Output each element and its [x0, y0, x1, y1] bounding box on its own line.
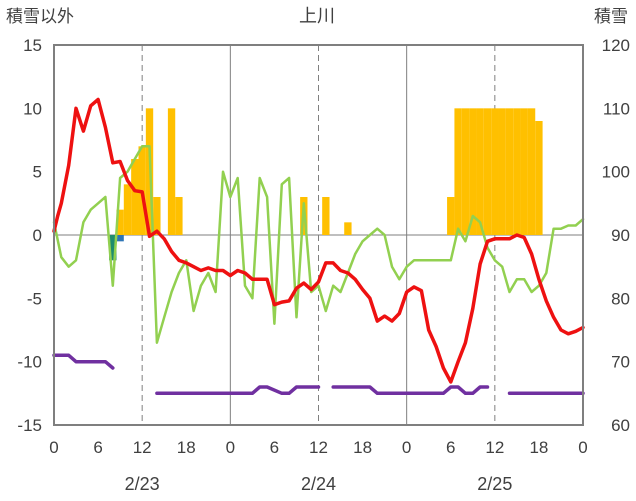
snowfall-bar	[505, 108, 514, 235]
right-axis-title: 積雪	[594, 7, 628, 26]
x-tick-label: 6	[446, 438, 455, 457]
snowfall-bar	[498, 108, 506, 235]
x-tick-label: 12	[133, 438, 152, 457]
snowfall-bar	[469, 108, 477, 235]
x-tick-label: 18	[353, 438, 372, 457]
x-axis-ticks: 0 6 12 18 0 6 12 18 0 6 12 18 0	[49, 438, 587, 457]
snowfall-bar	[520, 108, 528, 235]
snowfall-bar	[123, 184, 132, 235]
right-tick-label: 90	[611, 226, 630, 245]
snowfall-bar	[476, 108, 484, 235]
date-labels: 2/23 2/24 2/25	[125, 474, 513, 494]
snowfall-bar	[167, 108, 176, 235]
left-tick-label: 0	[33, 226, 42, 245]
snowfall-bar	[131, 159, 139, 235]
snowfall-bar	[527, 108, 536, 235]
snowfall-bar	[483, 108, 492, 235]
x-tick-label: 6	[93, 438, 102, 457]
snowfall-bar	[454, 108, 462, 235]
x-tick-label: 12	[309, 438, 328, 457]
rain-bar	[109, 235, 117, 261]
right-tick-label: 80	[611, 289, 630, 308]
snow-depth-line	[52, 145, 585, 344]
line-series	[52, 97, 585, 396]
date-label: 2/23	[125, 474, 160, 494]
right-tick-label: 120	[602, 36, 630, 55]
x-tick-label: 18	[177, 438, 196, 457]
snowfall-bar	[513, 108, 521, 235]
date-label: 2/24	[301, 474, 336, 494]
left-tick-label: -5	[27, 289, 42, 308]
plot-border	[53, 44, 584, 426]
left-tick-label: 10	[23, 99, 42, 118]
right-tick-label: 100	[602, 163, 630, 182]
left-tick-label: 5	[33, 163, 42, 182]
wind-line-segment	[155, 385, 321, 396]
snowfall-bar	[344, 222, 352, 235]
x-tick-label: 0	[402, 438, 411, 457]
left-axis-title: 積雪以外	[6, 7, 74, 26]
snowfall-bar	[535, 121, 543, 235]
left-tick-label: -10	[17, 353, 42, 372]
left-tick-label: 15	[23, 36, 42, 55]
x-tick-label: 18	[529, 438, 548, 457]
snowfall-bar	[447, 197, 455, 235]
date-label: 2/25	[477, 474, 512, 494]
x-tick-label: 6	[270, 438, 279, 457]
x-tick-label: 0	[578, 438, 587, 457]
left-axis-ticks: 15 10 5 0 -5 -10 -15	[17, 36, 42, 435]
wind-line-segment	[52, 353, 115, 370]
x-tick-label: 12	[485, 438, 504, 457]
snowfall-bar	[153, 197, 161, 235]
right-axis-ticks: 120 110 100 90 80 70 60	[602, 36, 630, 435]
snowfall-bar	[116, 209, 124, 235]
right-tick-label: 70	[611, 353, 630, 372]
left-tick-label: -15	[17, 416, 42, 435]
temperature-line	[52, 97, 585, 384]
plot-frame	[53, 44, 584, 426]
bar-series	[109, 108, 543, 261]
snowfall-bar	[175, 197, 183, 235]
snowfall-bar	[322, 197, 330, 235]
snowfall-bar	[461, 108, 470, 235]
snowfall-bar	[491, 108, 499, 235]
x-tick-label: 0	[49, 438, 58, 457]
wind-line-segment	[331, 385, 490, 396]
right-tick-label: 110	[603, 99, 630, 118]
x-tick-label: 0	[226, 438, 235, 457]
rain-bar	[116, 235, 124, 242]
chart-title: 上川	[299, 6, 335, 26]
right-tick-label: 60	[611, 416, 630, 435]
